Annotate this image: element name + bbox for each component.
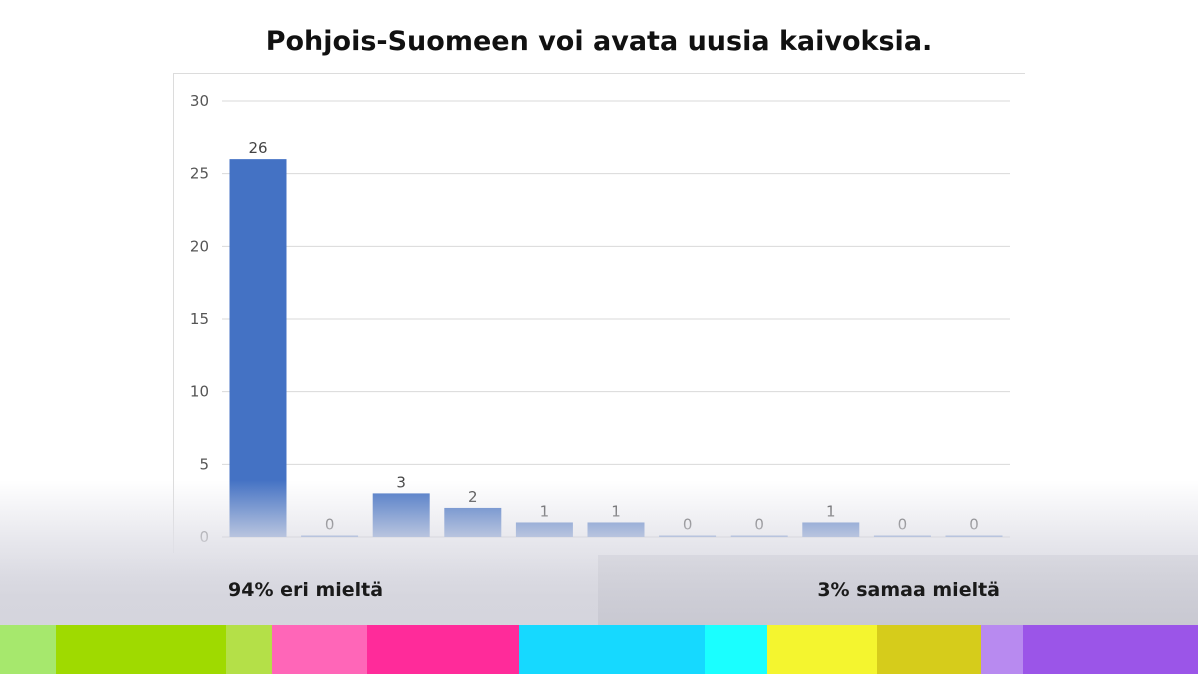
color-strip-segment <box>877 625 981 674</box>
color-strip-segment <box>1023 625 1198 674</box>
agree-summary: 3% samaa mieltä <box>598 555 1198 625</box>
chart-frame <box>173 73 1025 553</box>
color-strip <box>0 625 1198 674</box>
color-strip-segment <box>767 625 877 674</box>
color-strip-segment <box>272 625 367 674</box>
color-strip-segment <box>226 625 272 674</box>
color-strip-segment <box>367 625 519 674</box>
y-axis-ticks: 051015202530 <box>190 92 209 546</box>
bar-data-label: 26 <box>248 139 267 157</box>
y-tick-label: 30 <box>190 92 209 110</box>
disagree-summary: 94% eri mieltä <box>0 555 598 625</box>
gridlines <box>222 100 1010 538</box>
color-strip-segment <box>56 625 226 674</box>
color-strip-segment <box>519 625 705 674</box>
disagree-summary-label: 94% eri mieltä <box>228 579 384 601</box>
color-strip-segment <box>981 625 1023 674</box>
color-strip-segment <box>705 625 767 674</box>
y-tick-label: 5 <box>199 455 209 473</box>
y-tick-label: 25 <box>190 165 209 183</box>
y-tick-label: 20 <box>190 237 209 255</box>
y-tick-label: 15 <box>190 310 209 328</box>
summary-bar: 94% eri mieltä 3% samaa mieltä <box>0 555 1198 625</box>
bar <box>229 159 287 537</box>
agree-summary-label: 3% samaa mieltä <box>817 579 1000 601</box>
color-strip-segment <box>0 625 56 674</box>
data-labels: 260321100100 <box>248 139 978 533</box>
y-tick-label: 10 <box>190 383 209 401</box>
chart-title: Pohjois-Suomeen voi avata uusia kaivoksi… <box>265 26 933 57</box>
